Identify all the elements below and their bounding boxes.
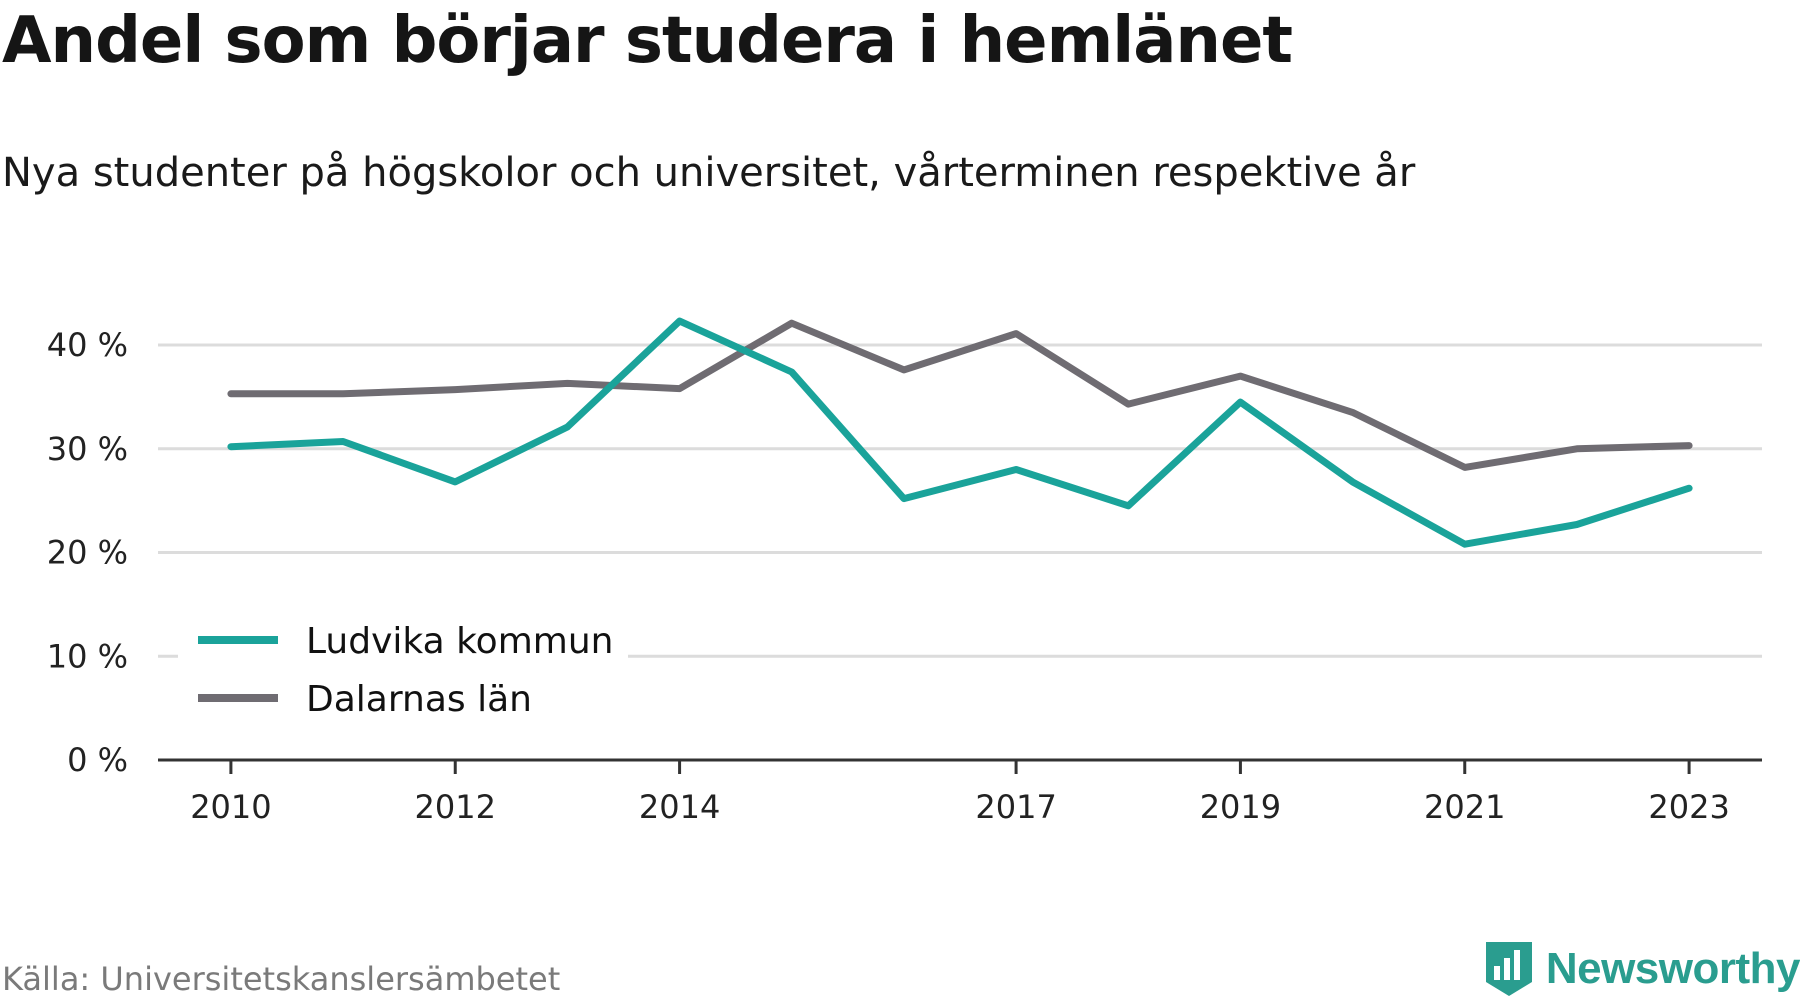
- x-tick-label: 2019: [1200, 788, 1281, 826]
- series-line-0: [227, 317, 1693, 548]
- chart-title: Andel som börjar studera i hemlänet: [2, 4, 1293, 78]
- legend: Ludvika kommun Dalarnas län: [178, 610, 628, 740]
- legend-label: Dalarnas län: [306, 679, 532, 720]
- brand-logo: Newsworthy: [1484, 940, 1800, 998]
- chart-subtitle: Nya studenter på högskolor och universit…: [2, 150, 1416, 196]
- bar-chart-shield-icon: [1485, 942, 1532, 996]
- legend-label: Ludvika kommun: [306, 621, 613, 662]
- legend-background: [178, 610, 628, 740]
- line-chart: 0 % 10 % 20 % 30 % 40 % 2010 2012 2014 2017 2019…: [47, 317, 1762, 826]
- x-tick-label: 2014: [639, 788, 720, 826]
- series-lines: [227, 317, 1693, 548]
- x-tick-label: 2012: [415, 788, 496, 826]
- x-axis: 2010 2012 2014 2017 2019 2021 2023: [158, 758, 1762, 826]
- series-line-1: [227, 319, 1693, 471]
- x-tick-label: 2023: [1648, 788, 1729, 826]
- x-tick-label: 2017: [975, 788, 1056, 826]
- y-tick-label: 40 %: [47, 326, 128, 364]
- y-axis-ticks: 0 % 10 % 20 % 30 % 40 %: [47, 326, 128, 779]
- x-tick-label: 2021: [1424, 788, 1505, 826]
- x-tick-label: 2010: [190, 788, 271, 826]
- brand-name: Newsworthy: [1545, 944, 1800, 993]
- y-tick-label: 10 %: [47, 637, 128, 675]
- y-tick-label: 20 %: [47, 534, 128, 572]
- y-tick-label: 30 %: [47, 430, 128, 468]
- source-note: Källa: Universitetskanslersämbetet: [2, 960, 561, 998]
- y-tick-label: 0 %: [67, 741, 128, 779]
